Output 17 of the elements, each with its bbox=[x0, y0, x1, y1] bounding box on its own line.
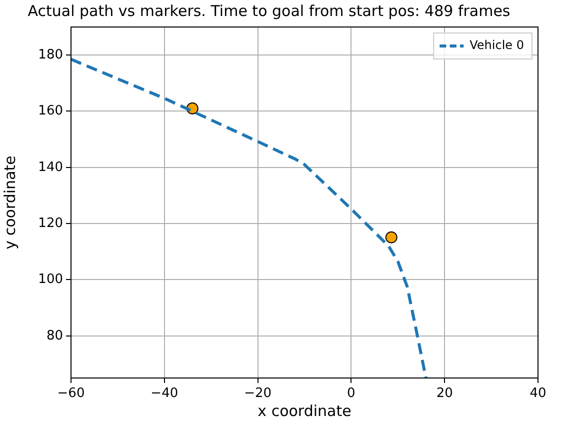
x-tick-label: 0 bbox=[347, 386, 356, 402]
x-tick-label: 40 bbox=[530, 386, 546, 402]
chart-title: Actual path vs markers. Time to goal from start pos: 489 frames bbox=[28, 2, 510, 20]
y-tick-label: 160 bbox=[38, 104, 63, 119]
legend-label: Vehicle 0 bbox=[470, 38, 524, 52]
y-tick-label: 100 bbox=[38, 272, 63, 288]
y-axis-title: y coordinate bbox=[0, 156, 19, 250]
x-tick-label: −40 bbox=[150, 386, 178, 402]
y-tick-label: 80 bbox=[46, 328, 63, 344]
y-tick-label: 120 bbox=[38, 216, 63, 231]
y-tick-label: 180 bbox=[38, 47, 63, 62]
x-tick-label: −20 bbox=[244, 386, 272, 402]
x-tick-label: −60 bbox=[57, 386, 85, 402]
y-tick-label: 140 bbox=[38, 160, 63, 175]
x-tick-label: 20 bbox=[436, 386, 453, 402]
line-series bbox=[71, 58, 428, 378]
x-axis-title: x coordinate bbox=[258, 402, 352, 420]
